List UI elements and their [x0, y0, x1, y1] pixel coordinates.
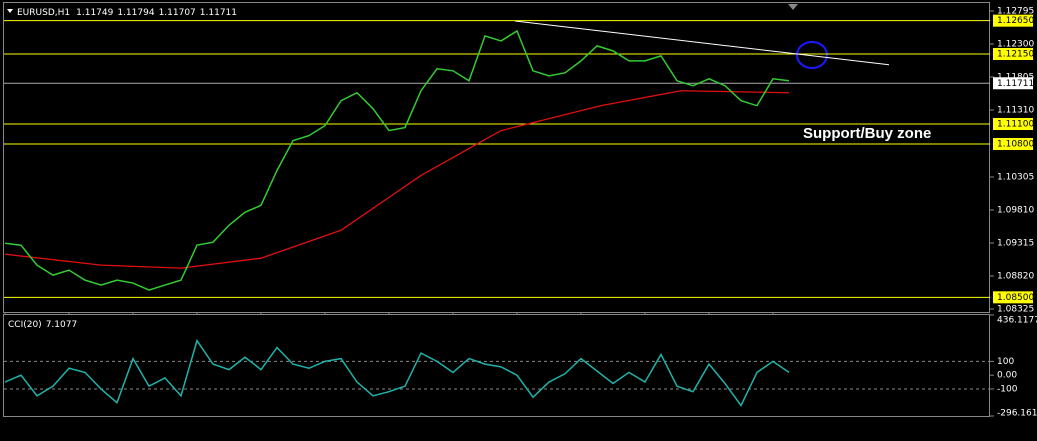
- menu-arrow: [7, 9, 13, 13]
- level-label-bg: [993, 138, 1033, 150]
- trend-line: [514, 20, 890, 66]
- current-price-label: 1.11711: [997, 79, 1034, 89]
- price-header: EURUSD,H1 1.11749 1.11794 1.11707 1.11711: [17, 8, 237, 18]
- level-label: 1.12150: [997, 50, 1034, 60]
- y-tick-label: 1.12300: [997, 40, 1034, 50]
- level-label-bg: [993, 118, 1033, 130]
- current-price-bg: [993, 77, 1033, 90]
- price-line: [4, 338, 790, 407]
- moving-average: [4, 90, 790, 269]
- y-tick-label: 100: [997, 357, 1014, 367]
- cci-title: CCI(20): [8, 320, 42, 330]
- price-line: [4, 29, 790, 291]
- level-label: 1.12650: [997, 16, 1034, 26]
- shift-marker: [788, 4, 798, 10]
- level-label: 1.08500: [997, 293, 1034, 303]
- y-tick-label: 436.1177: [997, 316, 1037, 326]
- highlight-circle: [796, 41, 828, 69]
- level-label: 1.10800: [997, 140, 1034, 150]
- y-tick-label: 1.12795: [997, 7, 1034, 17]
- level-label-bg: [993, 291, 1033, 304]
- y-tick-label: 1.08820: [997, 272, 1034, 282]
- high: 1.11794: [117, 8, 154, 18]
- cci-current: 7.1077: [46, 320, 78, 330]
- y-tick-label: -296.1613: [997, 409, 1037, 419]
- y-tick-label: 1.10305: [997, 173, 1034, 183]
- price-panel: [3, 2, 990, 313]
- open: 1.11749: [76, 8, 113, 18]
- y-tick-label: 1.11310: [997, 106, 1034, 116]
- y-tick-label: 0.00: [997, 371, 1017, 381]
- level-label-bg: [993, 14, 1033, 27]
- level-label-bg: [993, 48, 1033, 60]
- symbol: EURUSD,H1: [17, 8, 70, 18]
- level-label: 1.11100: [997, 120, 1034, 130]
- cci-panel: [3, 314, 990, 417]
- y-tick-label: -100: [997, 384, 1018, 394]
- close: 1.11711: [200, 8, 237, 18]
- y-tick-label: 1.09315: [997, 239, 1034, 249]
- y-tick-label: 1.09810: [997, 206, 1034, 216]
- annotation: Support/Buy zone: [803, 125, 931, 142]
- low: 1.11707: [159, 8, 196, 18]
- y-tick-label: 1.08325: [997, 305, 1034, 315]
- cci-header: CCI(20) 7.1077: [8, 320, 77, 330]
